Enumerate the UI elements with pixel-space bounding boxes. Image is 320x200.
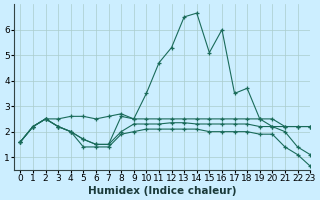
- X-axis label: Humidex (Indice chaleur): Humidex (Indice chaleur): [88, 186, 236, 196]
